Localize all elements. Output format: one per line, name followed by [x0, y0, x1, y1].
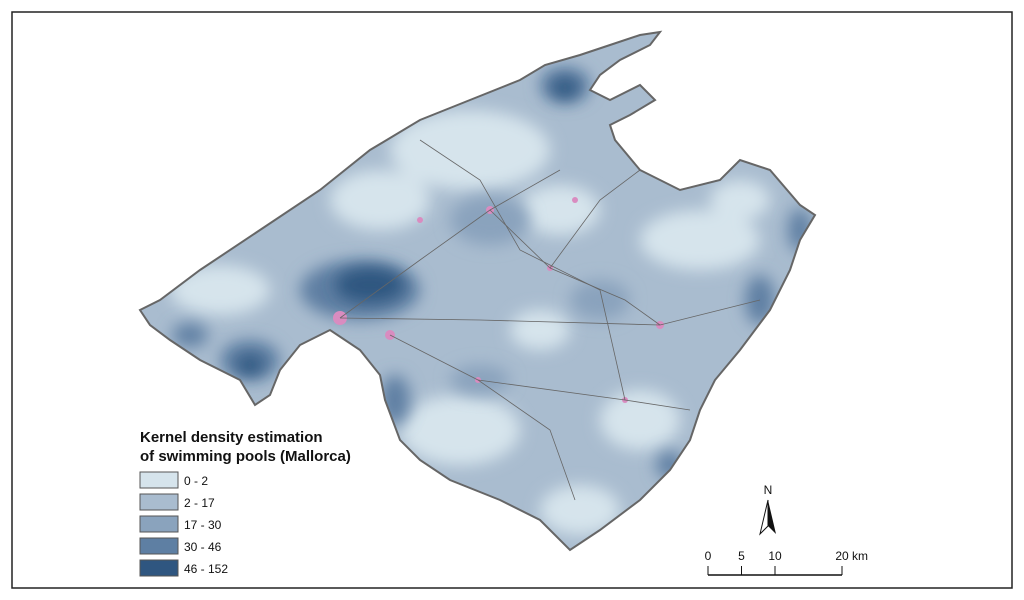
legend-label: 30 - 46 — [184, 540, 222, 554]
scale-unit: km — [852, 549, 868, 563]
north-arrow: N — [759, 483, 776, 536]
legend: 0 - 2 2 - 17 17 - 30 30 - 46 46 - 152 — [139, 471, 228, 577]
scale-bar: 0 5 10 20 km — [705, 549, 868, 576]
legend-label: 2 - 17 — [184, 496, 215, 510]
legend-swatch — [139, 537, 179, 555]
legend-title: Kernel density estimation — [140, 429, 323, 446]
scale-label: 5 — [738, 549, 745, 563]
legend-label: 17 - 30 — [184, 518, 222, 532]
scale-label: 10 — [768, 549, 782, 563]
legend-swatch — [139, 515, 179, 533]
legend-label: 46 - 152 — [184, 562, 228, 576]
legend-swatch — [139, 493, 179, 511]
frame — [11, 11, 1013, 589]
scale-label: 20 — [835, 549, 849, 563]
scale-label: 0 — [705, 549, 712, 563]
north-label: N — [764, 483, 773, 497]
legend-swatch — [139, 559, 179, 577]
legend-title: of swimming pools (Mallorca) — [140, 448, 351, 465]
legend-label: 0 - 2 — [184, 474, 208, 488]
legend-swatch — [139, 471, 179, 489]
